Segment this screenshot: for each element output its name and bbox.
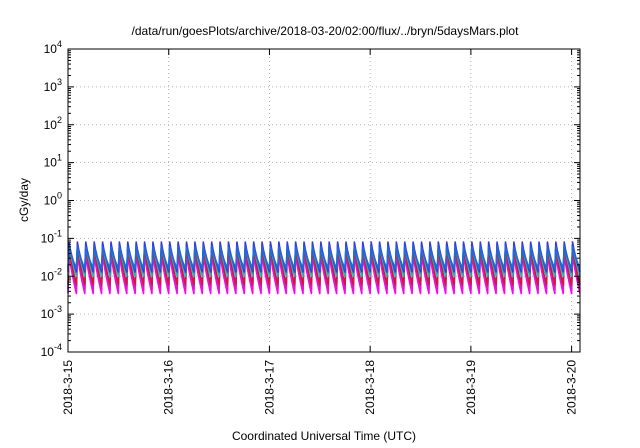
grid bbox=[67, 48, 580, 353]
series-layer bbox=[67, 241, 581, 295]
y-tick-label: 10-1 bbox=[41, 228, 62, 245]
x-tick-label: 2018-3-17 bbox=[262, 360, 276, 415]
x-tick-label: 2018-3-16 bbox=[162, 360, 176, 415]
y-axis-label: cGy/day bbox=[17, 178, 31, 222]
x-tick-label: 2018-3-19 bbox=[464, 360, 478, 415]
x-axis: 2018-3-15 2018-3-16 2018-3-17 2018-3-18 2018… bbox=[61, 49, 579, 415]
y-tick-label: 10-3 bbox=[41, 304, 62, 321]
chart-title: /data/run/goesPlots/archive/2018-03-20/0… bbox=[132, 24, 520, 38]
y-tick-label: 100 bbox=[44, 191, 62, 208]
x-axis-label: Coordinated Universal Time (UTC) bbox=[232, 429, 416, 443]
y-tick-label: 104 bbox=[44, 39, 62, 56]
y-tick-label: 10-2 bbox=[41, 266, 62, 283]
x-tick-label: 2018-3-20 bbox=[565, 360, 579, 415]
y-tick-label: 101 bbox=[44, 153, 62, 170]
y-tick-label: 102 bbox=[44, 115, 62, 132]
x-tick-label: 2018-3-18 bbox=[363, 360, 377, 415]
y-axis: 104 103 102 101 100 10-1 10-2 10-3 10-4 bbox=[41, 39, 580, 359]
x-tick-label: 2018-3-15 bbox=[61, 360, 75, 415]
y-tick-label: 103 bbox=[44, 77, 62, 94]
series-line-6 bbox=[67, 245, 581, 270]
y-tick-label: 10-4 bbox=[41, 342, 62, 359]
